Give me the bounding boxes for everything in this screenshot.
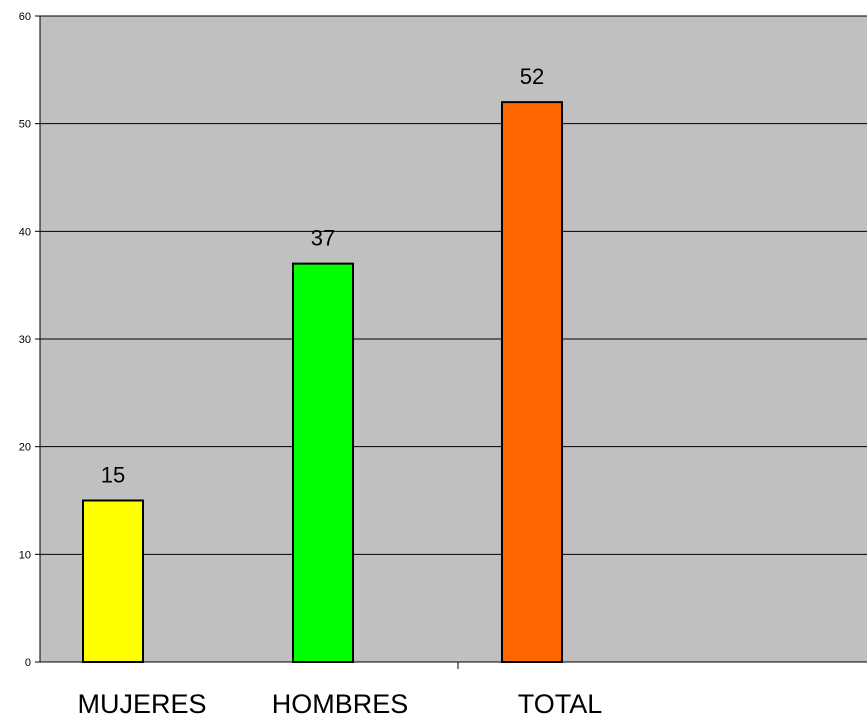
x-tick-labels: MUJERES HOMBRES TOTAL — [77, 689, 602, 719]
y-tick-label: 10 — [19, 549, 31, 561]
data-label-total: 52 — [520, 64, 544, 89]
data-label-hombres: 37 — [311, 226, 335, 251]
bar-mujeres — [82, 499, 144, 663]
data-labels: 15 37 52 — [101, 64, 544, 487]
bars — [82, 101, 563, 663]
y-tick-label: 60 — [19, 11, 31, 23]
x-tick-label-hombres: HOMBRES — [272, 689, 409, 719]
bar-total — [501, 101, 563, 663]
y-tick-label: 30 — [19, 334, 31, 346]
y-tick-label: 20 — [19, 442, 31, 454]
gridlines — [40, 15, 867, 555]
bar-hombres — [292, 262, 354, 663]
y-tick-label: 50 — [19, 119, 31, 131]
y-tick-label: 40 — [19, 226, 31, 238]
data-label-mujeres: 15 — [101, 463, 125, 488]
x-tick-label-mujeres: MUJERES — [77, 689, 206, 719]
x-tick-label-total: TOTAL — [518, 689, 603, 719]
y-tick-labels: 0 10 20 30 40 50 60 — [19, 11, 40, 669]
y-tick-label: 0 — [25, 657, 31, 669]
